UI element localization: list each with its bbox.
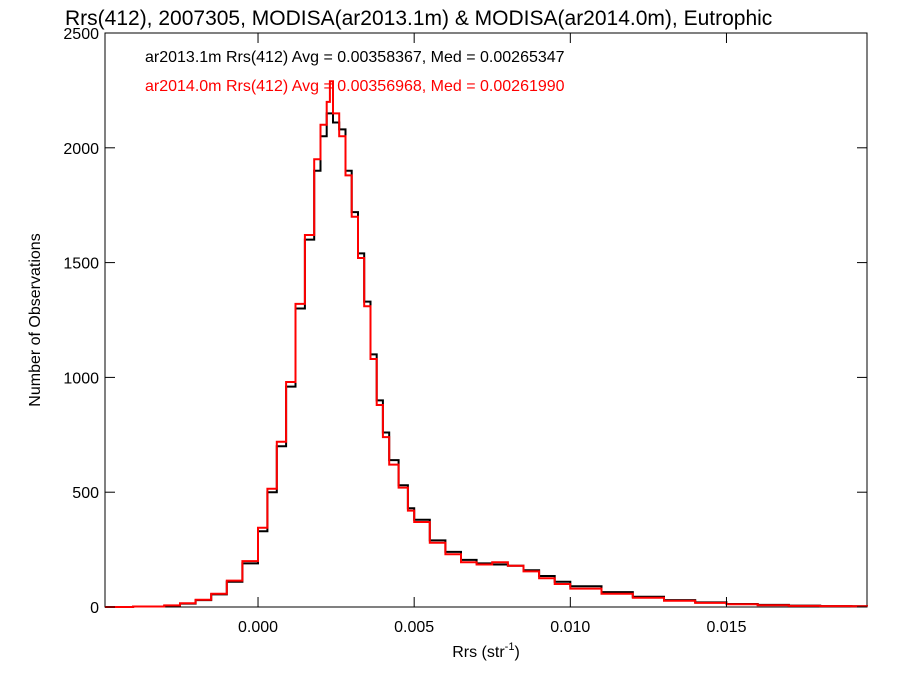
y-tick-label: 2500 (63, 26, 99, 43)
plot-frame (104, 32, 868, 608)
legend: ar2013.1m Rrs(412) Avg = 0.00358367, Med… (145, 49, 565, 95)
series-layer (105, 80, 868, 608)
x-tick-label: 0.010 (550, 619, 590, 636)
legend-entry-0: ar2013.1m Rrs(412) Avg = 0.00358367, Med… (145, 49, 565, 66)
chart-title: Rrs(412), 2007305, MODISA(ar2013.1m) & M… (65, 7, 772, 30)
x-axis-label-superscript: -1 (505, 641, 515, 653)
x-tick-label: 0.005 (394, 619, 434, 636)
x-axis-label: Rrs (str-1) (452, 641, 520, 661)
y-tick-label: 2000 (63, 141, 99, 158)
x-axis-label-close: ) (514, 644, 519, 661)
x-tick-label: 0.000 (238, 619, 278, 636)
x-axis-label-main: Rrs (str (452, 644, 505, 661)
y-tick-label: 500 (72, 485, 99, 502)
series-line-0 (105, 112, 868, 608)
y-tick-label: 1000 (63, 370, 99, 387)
y-axis-label: Number of Observations (27, 233, 44, 406)
plot-area: 0.000 0.005 0.010 0.015 0 500 1000 1500 2000 2500 (63, 26, 868, 636)
tick-layer: 0.000 0.005 0.010 0.015 0 500 1000 1500 2000 2500 (63, 26, 867, 636)
legend-entry-1: ar2014.0m Rrs(412) Avg = 0.00356968, Med… (145, 78, 565, 95)
series-line-1 (105, 80, 868, 608)
y-tick-label: 0 (90, 600, 99, 617)
y-tick-label: 1500 (63, 256, 99, 273)
x-tick-label: 0.015 (706, 619, 746, 636)
